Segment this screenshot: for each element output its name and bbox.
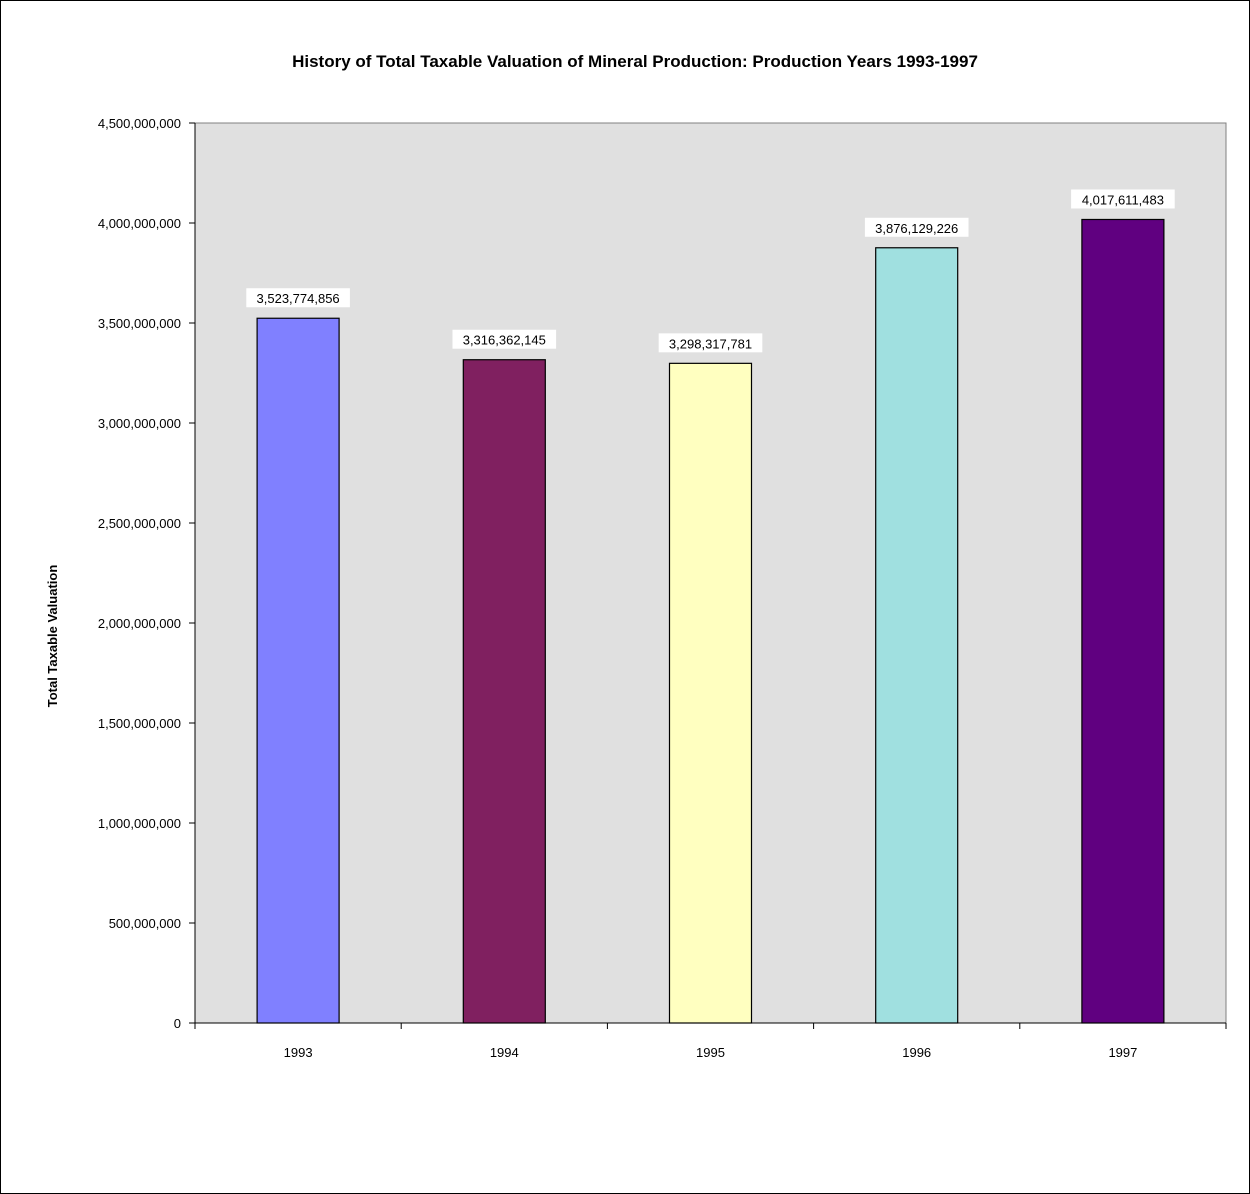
- bar: [875, 247, 959, 1024]
- data-label-background: [1071, 189, 1175, 209]
- bar: [1081, 218, 1165, 1024]
- x-tick-label: 1993: [284, 1045, 313, 1060]
- y-axis-title: Total Taxable Valuation: [45, 565, 60, 708]
- y-tick-label: 4,500,000,000: [98, 116, 181, 131]
- y-tick-label: 500,000,000: [109, 916, 181, 931]
- chart-title: History of Total Taxable Valuation of Mi…: [292, 52, 978, 71]
- x-tick-label: 1996: [902, 1045, 931, 1060]
- y-tick-label: 1,000,000,000: [98, 816, 181, 831]
- y-tick-label: 2,500,000,000: [98, 516, 181, 531]
- data-label-background: [658, 333, 763, 353]
- bar: [462, 359, 546, 1024]
- data-label: 4,017,611,483: [1082, 192, 1164, 207]
- y-tick-label: 1,500,000,000: [98, 716, 181, 731]
- x-tick-label: 1997: [1108, 1045, 1137, 1060]
- data-label: 3,298,317,781: [669, 336, 752, 351]
- plot-area: 0 500,000,000 1,000,000,000 1,500,000,000 2,…: [98, 116, 1227, 1060]
- data-label-background: [864, 217, 969, 237]
- bar: [668, 362, 753, 1024]
- data-label-background: [246, 288, 350, 308]
- y-tick-label: 0: [174, 1016, 181, 1031]
- bar: [256, 317, 340, 1024]
- y-tick-label: 2,000,000,000: [98, 616, 181, 631]
- y-tick-label: 4,000,000,000: [98, 216, 181, 231]
- data-label: 3,316,362,145: [463, 333, 546, 348]
- y-tick-label: 3,500,000,000: [98, 316, 181, 331]
- y-tick-label: 3,000,000,000: [98, 416, 181, 431]
- data-label: 3,523,774,856: [257, 291, 340, 306]
- x-tick-label: 1995: [696, 1045, 725, 1060]
- data-label-background: [452, 329, 557, 349]
- x-tick-label: 1994: [490, 1045, 519, 1060]
- data-label: 3,876,129,226: [875, 221, 958, 236]
